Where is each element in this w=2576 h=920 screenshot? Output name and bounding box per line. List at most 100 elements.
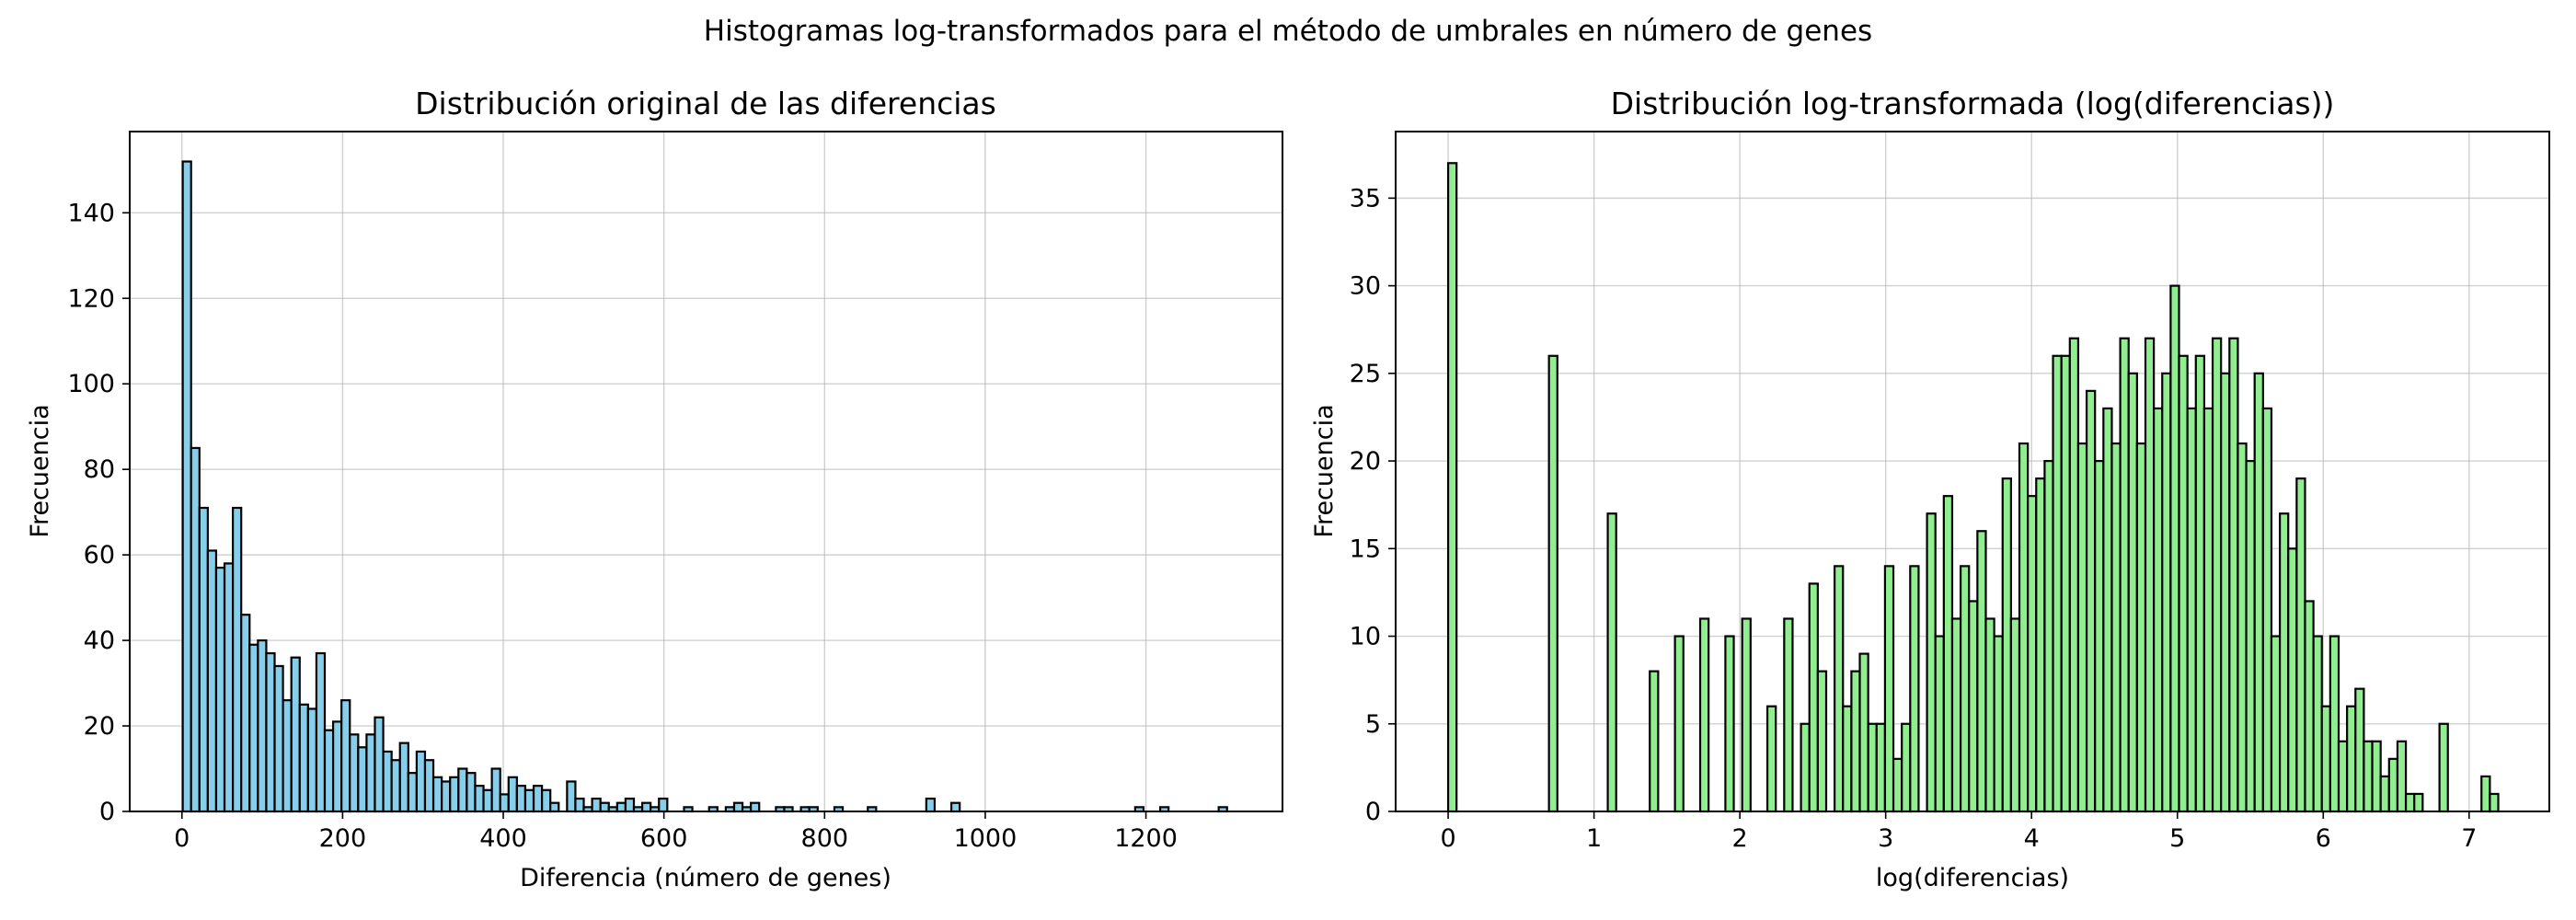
histogram-bar: [2329, 635, 2340, 813]
right-chart-title: Distribución log-transformada (log(difer…: [1611, 86, 2335, 121]
histogram-bar: [1950, 617, 1962, 813]
histogram-bar: [2337, 740, 2349, 813]
histogram-bar: [223, 562, 235, 813]
left-chart-xlabel: Diferencia (número de genes): [520, 864, 891, 892]
histogram-bar: [2363, 740, 2374, 813]
y-tick-label: 60: [84, 541, 115, 569]
histogram-bar: [2043, 459, 2054, 813]
histogram-bar: [2085, 389, 2097, 813]
histogram-bar: [591, 797, 602, 813]
histogram-bar: [1649, 670, 1660, 813]
histogram-bar: [2413, 792, 2424, 813]
histogram-bar: [2304, 600, 2315, 813]
figure-suptitle: Histogramas log-transformados para el mé…: [704, 15, 1872, 48]
x-tick-label: 4: [2024, 824, 2040, 853]
histogram-bar: [474, 785, 485, 813]
histogram-bar: [2287, 547, 2298, 813]
y-tick-label: 100: [67, 370, 115, 398]
histogram-bar: [1842, 705, 1853, 813]
histogram-bar: [1673, 635, 1685, 813]
histogram-bar: [248, 643, 259, 813]
histogram-bar: [2346, 705, 2357, 813]
histogram-bar: [2270, 635, 2282, 813]
histogram-bar: [624, 797, 636, 813]
left-chart-yticks: 0 20 40 60 80 100 120 140: [67, 199, 130, 826]
histogram-bar: [1606, 512, 1617, 813]
histogram-bar: [214, 566, 226, 813]
histogram-bar: [398, 742, 409, 813]
y-tick-label: 140: [67, 199, 115, 227]
right-chart-xlabel: log(diferencias): [1876, 864, 2069, 892]
y-tick-label: 0: [1365, 798, 1381, 826]
histogram-bar: [1446, 162, 1458, 813]
histogram-bar: [599, 801, 610, 813]
y-tick-label: 35: [1350, 184, 1381, 213]
y-tick-label: 120: [67, 284, 115, 313]
histogram-bar: [340, 699, 351, 813]
histogram-bar: [1858, 652, 1869, 813]
histogram-bar: [1984, 617, 1995, 813]
x-tick-label: 800: [801, 824, 849, 853]
histogram-bar: [323, 729, 335, 813]
right-chart-ylabel: Frecuencia: [1310, 404, 1339, 537]
histogram-bar: [365, 733, 376, 813]
x-tick-label: 1: [1586, 824, 1602, 853]
histogram-bar: [2438, 722, 2449, 813]
histogram-bar: [2161, 372, 2172, 813]
histogram-bar: [2489, 792, 2500, 813]
histogram-bar: [357, 746, 368, 813]
y-tick-label: 15: [1350, 535, 1381, 563]
y-tick-label: 0: [99, 798, 115, 826]
x-tick-label: 1200: [1114, 824, 1178, 853]
histogram-bar: [532, 785, 544, 813]
histogram-bar: [2211, 337, 2223, 813]
histogram-bar: [190, 446, 201, 813]
histogram-bar: [265, 651, 276, 813]
histogram-bar: [2480, 775, 2491, 813]
histogram-bar: [415, 750, 427, 813]
histogram-bar: [1834, 565, 1845, 813]
histogram-bar: [257, 638, 268, 813]
histogram-bar: [2396, 740, 2408, 813]
histogram-bar: [1968, 600, 1979, 813]
histogram-bar: [407, 772, 418, 813]
histogram-bar: [2261, 407, 2273, 813]
histogram-bar: [1959, 565, 1971, 813]
histogram-bar: [457, 767, 468, 813]
histogram-bar: [282, 699, 293, 813]
histogram-bar: [2202, 407, 2214, 813]
histogram-bar: [315, 651, 327, 813]
histogram-bar: [750, 801, 761, 813]
x-tick-label: 1000: [954, 824, 1018, 853]
histogram-bar: [2354, 687, 2365, 813]
histogram-bar: [1867, 722, 1878, 813]
histogram-bar: [2135, 442, 2147, 813]
histogram-bar: [1901, 722, 1912, 813]
histogram-bar: [2052, 354, 2063, 813]
right-chart: Distribución log-transformada (log(difer…: [1310, 86, 2550, 892]
left-chart: Distribución original de las diferencias…: [26, 86, 1283, 892]
left-chart-grid: [130, 132, 1282, 812]
x-tick-label: 200: [319, 824, 367, 853]
histogram-bar: [2127, 372, 2138, 813]
histogram-bar: [374, 716, 385, 813]
x-tick-label: 0: [1440, 824, 1455, 853]
histogram-bar: [2009, 617, 2021, 813]
x-tick-label: 6: [2316, 824, 2331, 853]
histogram-bar: [331, 720, 343, 813]
x-tick-label: 7: [2461, 824, 2477, 853]
right-chart-yticks: 0 5 10 15 20 25 30 35: [1350, 184, 1396, 826]
histogram-bar: [2178, 354, 2189, 813]
x-tick-label: 600: [640, 824, 688, 853]
right-chart-bars: [1446, 162, 2500, 813]
histogram-bar: [1783, 617, 1794, 813]
left-chart-bars: [181, 160, 1228, 813]
histogram-bar: [390, 759, 401, 813]
histogram-bar: [1875, 722, 1887, 813]
histogram-bar: [2001, 477, 2012, 813]
histogram-bar: [2027, 495, 2038, 813]
y-tick-label: 20: [84, 712, 115, 741]
histogram-bar: [1926, 512, 1937, 813]
histogram-bar: [2312, 635, 2323, 813]
